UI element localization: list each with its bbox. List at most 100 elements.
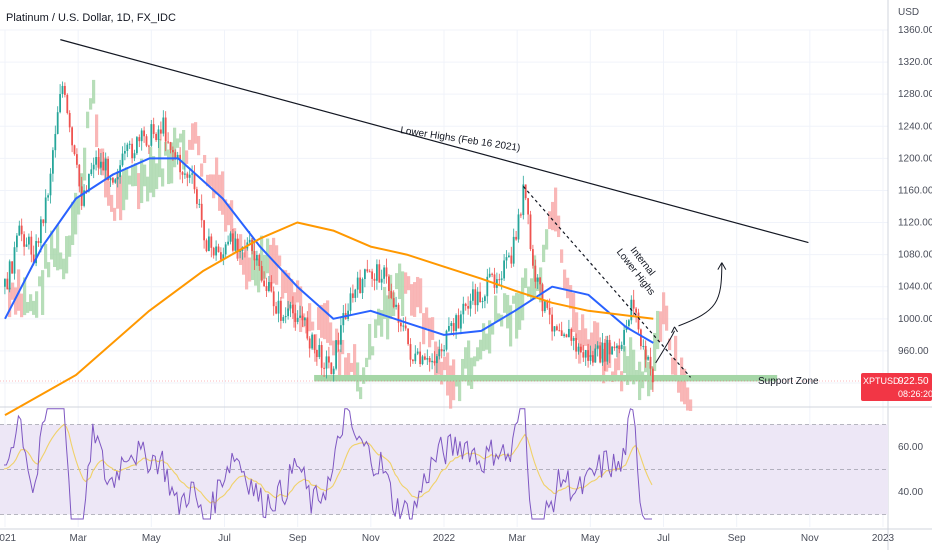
candle-body: [563, 334, 565, 337]
cloud-segment: [284, 270, 288, 294]
candle-body: [548, 307, 551, 315]
candle-body: [320, 345, 323, 368]
cloud-segment: [512, 295, 516, 304]
candle-body: [13, 247, 16, 274]
candle-body: [642, 345, 645, 347]
cloud-segment: [215, 157, 219, 195]
time-tick-label: Mar: [70, 533, 88, 544]
rsi-line: [3, 408, 652, 520]
cloud-segment: [125, 167, 129, 200]
trendline-lower-highs: [60, 39, 809, 244]
cloud-segment: [395, 273, 399, 290]
candle-body: [472, 289, 474, 301]
cloud-segment: [131, 164, 135, 187]
price-tick-label: 1240.00: [898, 121, 932, 132]
cloud-segment: [11, 282, 15, 300]
candle-body: [628, 320, 630, 327]
cloud-segment: [197, 135, 201, 156]
candle-body: [205, 240, 208, 252]
candle-body: [515, 236, 517, 240]
candle-body: [44, 197, 47, 224]
cloud-segment: [110, 194, 114, 212]
cloud-segment: [137, 173, 141, 210]
cloud-segment: [98, 148, 102, 170]
cloud-segment: [497, 313, 501, 322]
time-tick-label: Nov: [362, 533, 380, 544]
candle-body: [114, 179, 117, 183]
candle-body: [18, 225, 21, 236]
candle-body: [498, 279, 501, 281]
candle-body: [301, 315, 304, 321]
candle-body: [280, 300, 282, 321]
candle-body: [404, 325, 407, 329]
candle-body: [623, 330, 625, 345]
rsi-tick-label: 60.00: [898, 442, 923, 453]
cloud-segment: [530, 278, 534, 301]
cloud-segment: [32, 300, 36, 315]
cloud-segment: [218, 174, 222, 211]
candle-body: [534, 265, 537, 282]
candle-body: [318, 345, 321, 358]
candle-body: [416, 351, 419, 354]
candle-body: [649, 356, 652, 369]
candle-body: [414, 353, 417, 362]
cloud-segment: [488, 320, 492, 354]
candle-body: [239, 250, 241, 252]
candle-body: [608, 339, 611, 355]
cloud-segment: [515, 292, 519, 339]
support-zone: [0, 374, 888, 382]
candle-body: [325, 356, 328, 369]
candle-body: [126, 144, 129, 151]
candle-body: [520, 214, 522, 216]
candle-body: [47, 195, 49, 198]
cloud-segment: [410, 284, 414, 316]
candle-body: [428, 358, 431, 363]
candle-body: [568, 328, 570, 338]
cloud-segment: [551, 201, 555, 231]
support-zone-label: Support Zone: [758, 376, 819, 387]
cloud-segment: [689, 399, 693, 412]
candle-body: [402, 325, 405, 327]
candle-body: [157, 129, 160, 140]
candle-body: [467, 306, 469, 309]
candle-body: [160, 129, 162, 134]
cloud-segment: [485, 333, 489, 350]
cloud-segment: [482, 323, 486, 352]
candle-body: [409, 344, 412, 360]
cloud-segment: [170, 142, 174, 184]
cloud-segment: [476, 347, 480, 362]
candle-body: [20, 225, 23, 235]
price-badge-symbol: XPTUSD: [863, 376, 900, 386]
candle-body: [116, 176, 119, 180]
candle-body: [284, 316, 287, 318]
candle-body: [253, 251, 256, 261]
candle-body: [68, 112, 71, 128]
candle-body: [229, 233, 232, 242]
candle-body: [138, 137, 141, 142]
cloud-segment: [224, 199, 228, 232]
cloud-segment: [593, 321, 597, 363]
candle-body: [8, 261, 11, 290]
candle-body: [25, 244, 28, 247]
candle-body: [594, 348, 597, 363]
price-tick-label: 1280.00: [898, 89, 932, 100]
cloud-segment: [257, 258, 261, 293]
cloud-segment: [248, 257, 252, 282]
candle-body: [172, 149, 174, 153]
cloud-segment: [227, 203, 231, 226]
cloud-segment: [659, 311, 663, 342]
candle-body: [522, 184, 525, 216]
cloud-segment: [332, 340, 336, 356]
candle-body: [251, 239, 253, 252]
candle-body: [407, 328, 409, 345]
candle-body: [546, 301, 549, 308]
candle-body: [611, 346, 613, 355]
cloud-segment: [140, 158, 144, 204]
cloud-segment: [668, 338, 672, 351]
cloud-segment: [53, 248, 57, 268]
candle-body: [383, 267, 385, 279]
candle-body: [570, 328, 573, 341]
cloud-segment: [143, 164, 147, 187]
candle-body: [635, 308, 637, 313]
